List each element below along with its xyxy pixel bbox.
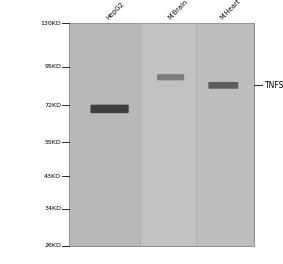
Text: 55KD: 55KD (44, 140, 61, 145)
Text: 130KD: 130KD (40, 21, 61, 26)
Text: TNFSF11: TNFSF11 (265, 81, 283, 90)
Text: 72KD: 72KD (44, 102, 61, 107)
FancyBboxPatch shape (208, 82, 238, 89)
FancyBboxPatch shape (69, 23, 140, 246)
Text: HepG2: HepG2 (105, 1, 126, 21)
Text: 95KD: 95KD (44, 64, 61, 69)
Text: 26KD: 26KD (44, 243, 61, 248)
Text: M.Heart: M.Heart (219, 0, 242, 21)
FancyBboxPatch shape (91, 105, 129, 113)
FancyBboxPatch shape (157, 74, 184, 80)
Text: 43KD: 43KD (44, 174, 61, 179)
FancyBboxPatch shape (140, 23, 196, 246)
Text: M.Brain: M.Brain (166, 0, 188, 21)
FancyBboxPatch shape (69, 23, 254, 246)
FancyBboxPatch shape (196, 23, 254, 246)
Text: 34KD: 34KD (44, 206, 61, 211)
